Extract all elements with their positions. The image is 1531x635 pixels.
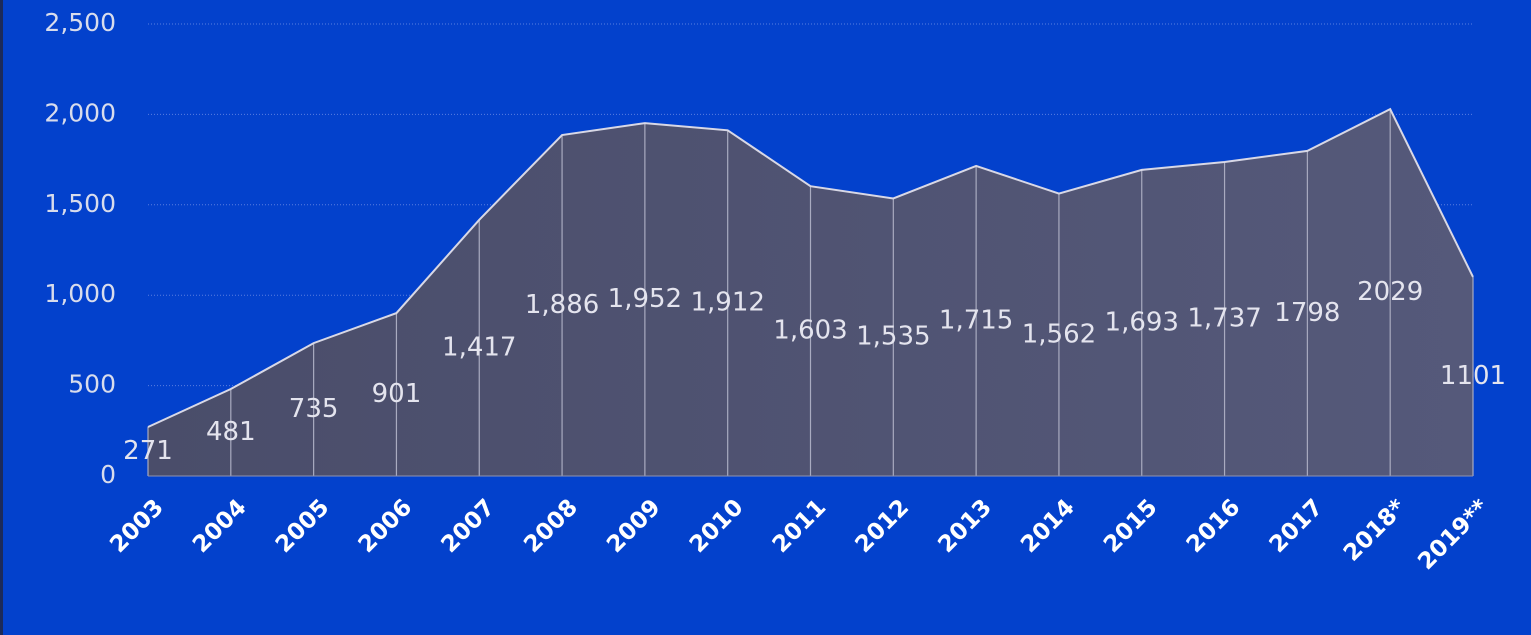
data-label: 1798 [1274,298,1340,328]
data-label: 1,886 [525,290,599,320]
x-tick-label: 2009 [602,494,666,558]
left-border [0,0,3,635]
x-tick-label: 2017 [1265,494,1329,558]
x-tick-label: 2012 [851,494,915,558]
data-label: 1,693 [1105,307,1179,337]
x-tick-label: 2008 [519,494,583,558]
x-tick-label: 2016 [1182,494,1246,558]
data-label: 1,737 [1187,303,1261,333]
x-tick-label: 2004 [188,494,252,558]
data-label: 271 [123,436,173,466]
x-tick-label: 2005 [271,494,335,558]
data-label: 735 [289,394,339,424]
plot [147,107,1474,477]
x-tick-label: 2010 [685,494,749,558]
x-tick-label: 2015 [1099,494,1163,558]
y-tick-label: 0 [100,460,116,489]
x-tick-label: 2011 [768,494,832,558]
data-label: 1,952 [608,284,682,314]
y-tick-label: 2,500 [44,8,116,37]
x-tick-label: 2019** [1413,494,1494,575]
data-label: 1,603 [773,316,847,346]
y-tick-label: 1,500 [44,189,116,218]
x-tick-label: 2007 [436,494,500,558]
x-tick-label: 2003 [105,494,169,558]
data-label: 901 [372,379,422,409]
data-label: 481 [206,417,256,447]
x-tick-label: 2013 [933,494,997,558]
x-tick-label: 2018* [1339,494,1411,566]
data-label: 2029 [1357,277,1423,307]
data-label: 1,417 [442,332,516,362]
data-label: 1101 [1440,361,1506,391]
y-tick-label: 1,000 [44,279,116,308]
x-tick-label: 2006 [354,494,418,558]
data-label: 1,535 [856,322,930,352]
area-line [147,107,1474,428]
y-tick-label: 500 [68,370,116,399]
data-label: 1,912 [690,288,764,318]
y-tick-label: 2,000 [44,98,116,127]
x-tick-label: 2014 [1016,494,1080,558]
data-label: 1,715 [939,305,1013,335]
data-label: 1,562 [1022,319,1096,349]
